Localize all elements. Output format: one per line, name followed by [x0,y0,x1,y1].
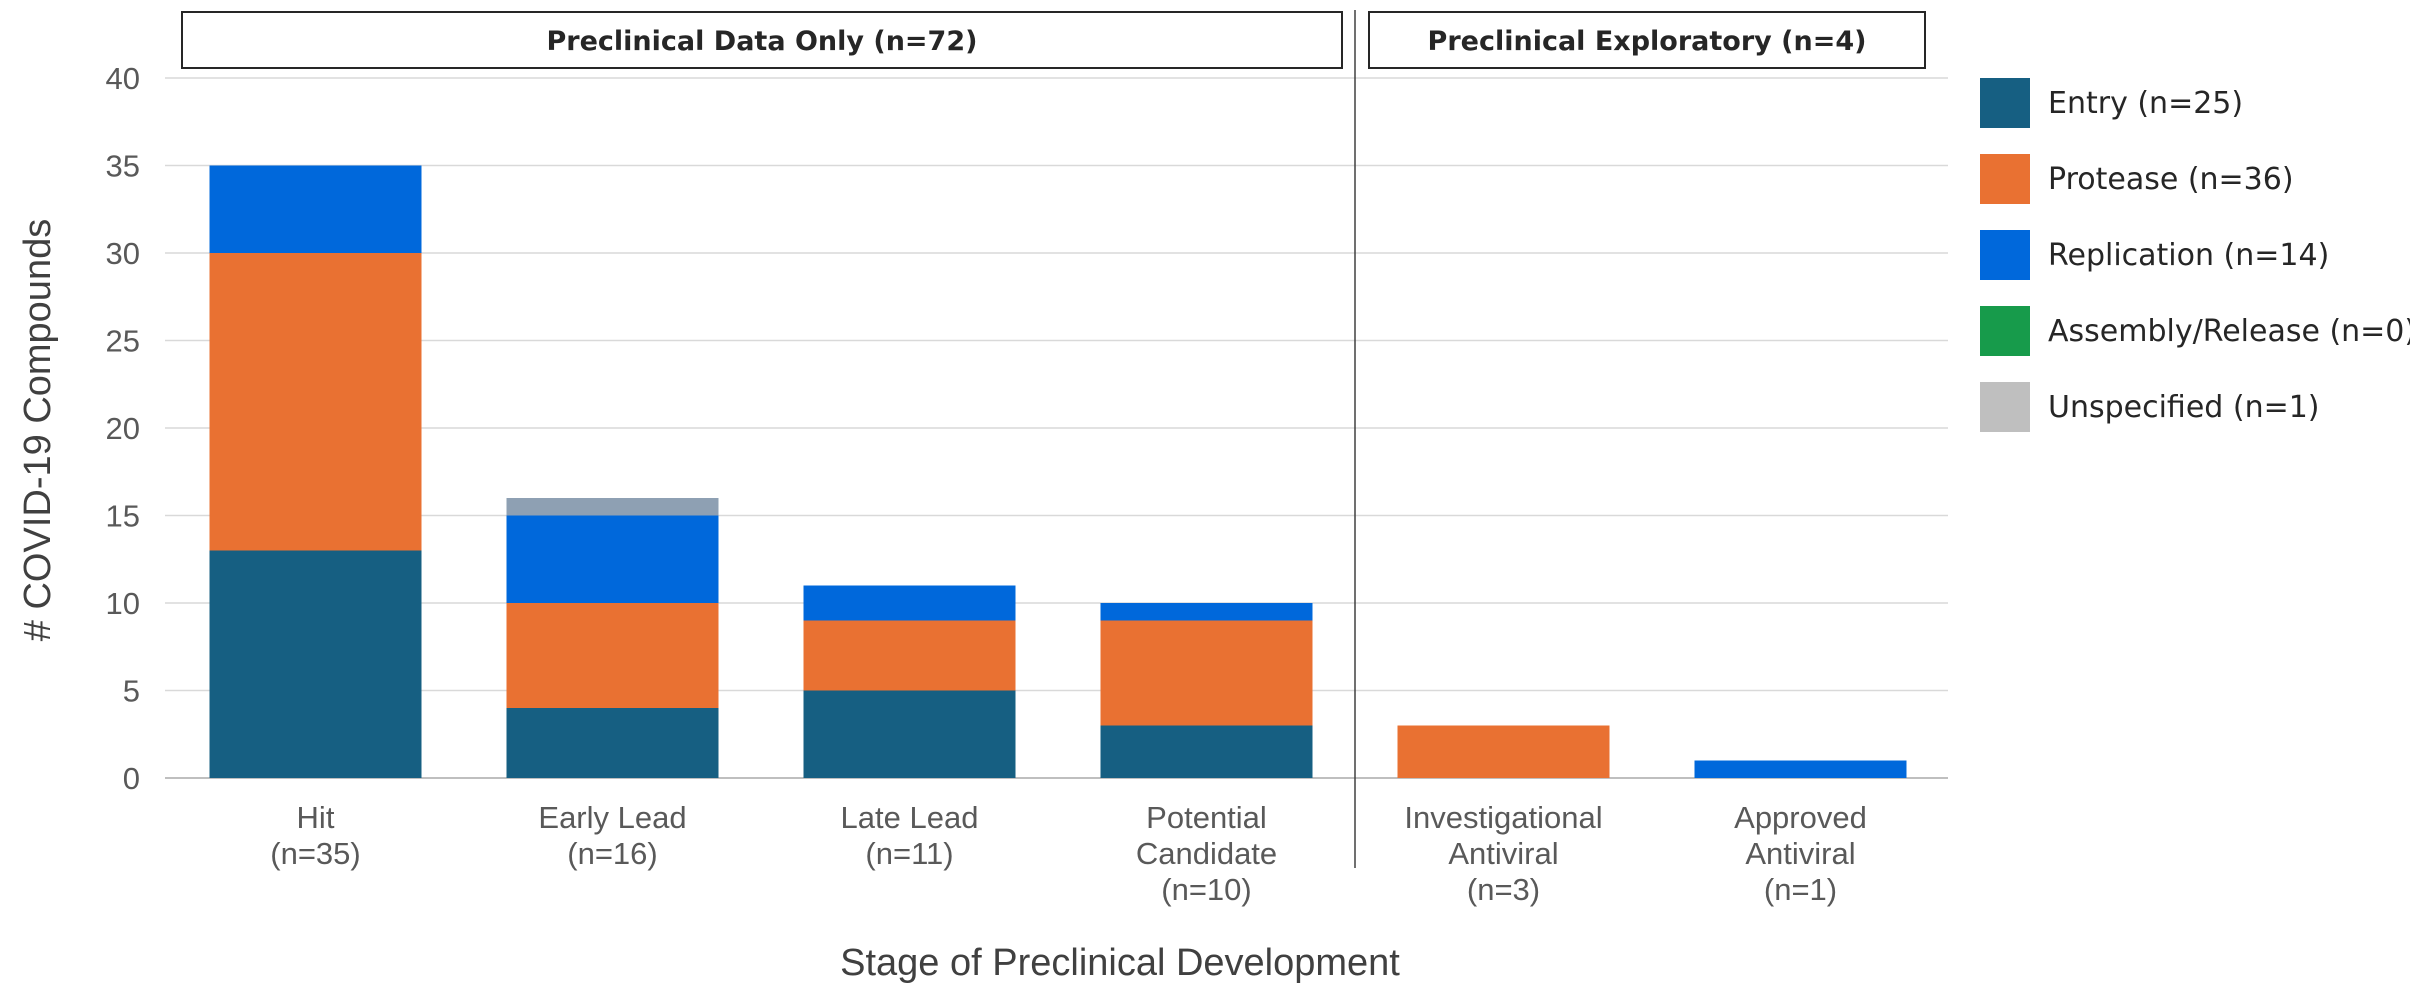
legend-swatch [1980,78,2030,128]
group-header-box [181,11,1343,69]
x-category-label: (n=1) [1764,872,1837,907]
group-header-label: Preclinical Data Only (n=72) [547,26,978,57]
bar-segment [803,690,1016,778]
legend-swatch [1980,154,2030,204]
x-category-label: Candidate [1136,836,1277,871]
y-tick-label: 30 [106,236,140,271]
x-axis-title: Stage of Preclinical Development [840,942,1400,983]
legend-swatch [1980,382,2030,432]
legend-label: Entry (n=25) [2048,86,2243,121]
bar-segment [803,620,1016,691]
y-tick-label: 0 [123,761,140,796]
x-category-label: Early Lead [538,800,686,835]
group-header-box [1368,11,1926,69]
x-category-label: (n=3) [1467,872,1540,907]
y-axis-ticks: 0 5 10 15 20 25 30 35 40 [106,61,140,796]
legend-label: Unspecified (n=1) [2048,390,2320,425]
x-category-label: Antiviral [1745,836,1855,871]
x-category-label: Investigational [1404,800,1602,835]
x-category-label: (n=16) [567,836,657,871]
legend-label: Protease (n=36) [2048,162,2294,197]
bar-segment [1100,620,1313,726]
x-category-label: (n=11) [865,836,953,871]
y-tick-label: 25 [106,324,140,359]
group-headers: Preclinical Data Only (n=72) Preclinical … [181,11,1926,69]
y-tick-label: 10 [106,586,140,621]
y-tick-label: 40 [106,61,140,96]
bar-segment [506,515,719,603]
gridlines [165,10,1948,868]
bar-segment [1397,725,1610,778]
y-axis-title: # COVID-19 Compounds [17,219,59,641]
bar-segment [209,165,422,253]
x-category-label: Hit [297,800,335,835]
bar-segment [803,585,1016,621]
y-tick-label: 20 [106,411,140,446]
x-category-label: Late Lead [841,800,979,835]
bar-segment [209,253,422,551]
bar-segment [1100,603,1313,621]
x-category-label: Potential [1146,800,1267,835]
y-tick-label: 5 [123,674,140,709]
bar-segment [506,498,719,516]
legend-swatch [1980,306,2030,356]
bar-segment [209,550,422,778]
y-tick-label: 35 [106,149,140,184]
bars [209,165,1907,778]
x-category-label: (n=10) [1161,872,1251,907]
legend-swatch [1980,230,2030,280]
x-axis-categories: Hit(n=35) Early Lead(n=16) Late Lead(n=11)… [270,800,1867,907]
legend-label: Replication (n=14) [2048,238,2329,273]
bar-segment [506,603,719,708]
legend-label: Assembly/Release (n=0) [2048,314,2410,349]
group-header-label: Preclinical Exploratory (n=4) [1428,26,1867,57]
x-category-label: Antiviral [1448,836,1558,871]
legend: Entry (n=25) Protease (n=36) Replication (… [1980,78,2410,432]
bar-segment [1100,725,1313,778]
x-category-label: Approved [1734,800,1867,835]
bar-segment [1694,760,1907,778]
y-tick-label: 15 [106,499,140,534]
x-category-label: (n=35) [270,836,360,871]
bar-segment [506,708,719,778]
